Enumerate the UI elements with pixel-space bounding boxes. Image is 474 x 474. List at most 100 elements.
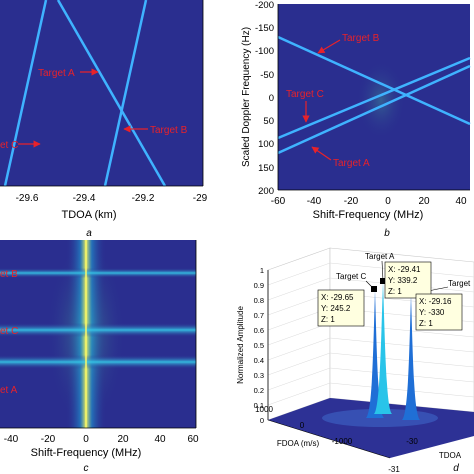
panel-b-y-label: Scaled Doppler Frequency (Hz) [241, 27, 252, 167]
panel-d-datatip-target-b: X: -29.16 Y: -330 Z: 1 [415, 293, 463, 331]
panel-a-tick-label: -29 [193, 193, 208, 204]
panel-c-x-tick-label: 60 [187, 434, 199, 445]
panel-b-label-target-a: Target A [333, 158, 370, 169]
panel-a-tick-label: -29.4 [73, 193, 96, 204]
panel-d-datatip-line: X: -29.16 [419, 297, 452, 306]
panel-b-center-glow [356, 60, 406, 140]
panel-b-line-target-b [277, 35, 471, 126]
panel-d-z-tick-label: 0.9 [254, 281, 264, 290]
panel-d-datatip-line: Z: 1 [419, 319, 433, 328]
panel-b-y-ticks: -200 -150 -100 -50 0 50 100 150 200 [255, 0, 274, 197]
panel-c-row-target-b [0, 268, 196, 278]
panel-d-leader-target-a [381, 260, 384, 282]
panel-b-x-ticks: -60 -40 -20 0 20 40 [271, 196, 467, 207]
panel-c-x-tick-label: -20 [41, 434, 56, 445]
panel-c-x-tick-label: 20 [117, 434, 129, 445]
panel-b-caption: b [384, 228, 390, 239]
panel-b: Target B Target C Target A -200 -150 -10… [241, 0, 471, 239]
panel-d-datatip-line: Y: 245.2 [321, 304, 351, 313]
panel-d-caption: d [453, 463, 459, 474]
panel-c-row-target-a [0, 355, 196, 369]
panel-d-datatip-line: Z: 1 [388, 287, 402, 296]
panel-a-x-label: TDOA (km) [62, 209, 117, 221]
panel-d-datatip-line: Y: 339.2 [388, 276, 418, 285]
panel-d-fdoa-tick-label: -1000 [332, 437, 353, 446]
panel-d-z-ticks: 1 0.9 0.8 0.7 0.6 0.5 0.4 0.3 0.2 0.1 0 [254, 266, 264, 425]
panel-d-tdoa-tick-label: -30 [406, 437, 418, 446]
panel-b-x-tick-label: 20 [418, 196, 430, 207]
panel-d-datatip-line: X: -29.41 [388, 265, 421, 274]
panel-a-label-target-b: Target B [150, 125, 188, 136]
panel-c: et B et C et A -40 -20 0 20 40 60 Shift-… [0, 240, 199, 474]
panel-b-arrow-target-a [311, 146, 332, 161]
panel-b-label-target-b: Target B [342, 33, 380, 44]
panel-a-caption: a [86, 228, 92, 239]
panel-d-label-target-b: Target [448, 279, 471, 288]
panel-b-arrow-target-b [317, 39, 341, 54]
panel-a-label-target-c: et C [0, 140, 18, 151]
panel-b-x-tick-label: 40 [455, 196, 467, 207]
panel-d-marker-target-a [380, 278, 386, 284]
panel-d-z-tick-label: 0.5 [254, 341, 264, 350]
panel-d-z-tick-label: 0 [260, 416, 264, 425]
panel-d-z-tick-label: 0.7 [254, 311, 264, 320]
panel-d-datatip-target-c: X: -29.65 Y: 245.2 Z: 1 [317, 289, 365, 327]
panel-d-fdoa-label: FDOA (m/s) [277, 439, 320, 448]
panel-d-fdoa-tick-label: 0 [300, 421, 305, 430]
panel-d-fdoa-tick-label: 1000 [255, 405, 273, 414]
panel-d-datatip-target-a: X: -29.41 Y: 339.2 Z: 1 [384, 261, 432, 299]
panel-b-label-target-c: Target C [286, 89, 324, 100]
panel-d-label-target-c: Target C [336, 272, 366, 281]
panel-b-line-target-a [277, 64, 471, 155]
panel-c-x-tick-label: 40 [154, 434, 166, 445]
panel-d: 1 0.9 0.8 0.7 0.6 0.5 0.4 0.3 0.2 0.1 0 … [236, 247, 474, 474]
panel-d-datatip-line: Y: -330 [419, 308, 445, 317]
panel-d-tdoa-ticks: -30 -31 [388, 437, 418, 474]
panel-d-peak-target-a [374, 282, 392, 414]
panel-c-label-target-b: et B [0, 269, 18, 280]
panel-a-tick-label: -29.6 [16, 193, 39, 204]
panel-d-peak-target-c [366, 290, 384, 418]
panel-d-tdoa-label: TDOA [439, 451, 462, 460]
panel-d-z-label: Normalized Amplitude [236, 306, 245, 384]
panel-c-x-tick-label: 0 [83, 434, 89, 445]
panel-d-datatip-line: Z: 1 [321, 315, 335, 324]
panel-d-tdoa-tick-label: -31 [388, 465, 400, 474]
panel-d-fdoa-axis [267, 419, 391, 459]
panel-c-label-target-a: et A [0, 385, 18, 396]
panel-b-x-tick-label: -20 [344, 196, 359, 207]
panel-a-plot-area [0, 0, 203, 186]
panel-d-z-tick-label: 0.8 [254, 296, 264, 305]
panel-d-fdoa-ticks: 1000 0 -1000 [255, 405, 353, 446]
panel-b-x-label: Shift-Frequency (MHz) [313, 209, 424, 221]
panel-a-tick-label: -29.2 [132, 193, 155, 204]
panel-a: Target A Target B et C -29.6 -29.4 -29.2… [0, 0, 208, 239]
panel-d-datatip-line: X: -29.65 [321, 293, 354, 302]
panel-d-z-tick-label: 0.1 [254, 401, 264, 410]
panel-a-label-target-a: Target A [38, 68, 75, 79]
panel-c-caption: c [84, 463, 89, 474]
panel-b-y-tick-label: 50 [263, 116, 274, 127]
panel-b-y-tick-label: -200 [255, 0, 274, 11]
panel-d-z-tick-label: 0.3 [254, 371, 264, 380]
panel-c-label-target-c: et C [0, 326, 18, 337]
panel-b-x-tick-label: -40 [307, 196, 322, 207]
panel-d-peak-target-b [402, 295, 420, 420]
panel-c-x-label: Shift-Frequency (MHz) [31, 447, 142, 459]
panel-b-y-tick-label: 100 [258, 139, 274, 150]
panel-d-z-tick-label: 0.2 [254, 386, 264, 395]
panel-d-label-target-a: Target A [365, 252, 395, 261]
panel-a-line-target-c [3, 0, 48, 187]
panel-b-y-tick-label: -100 [255, 46, 274, 57]
panel-d-z-tick-label: 1 [260, 266, 264, 275]
panel-a-line-target-a [56, 0, 167, 187]
panel-c-x-tick-label: -40 [4, 434, 19, 445]
panel-b-y-tick-label: 150 [258, 163, 274, 174]
panel-b-x-tick-label: -60 [271, 196, 286, 207]
panel-d-marker-target-c [371, 286, 377, 292]
panel-b-y-tick-label: 200 [258, 186, 274, 197]
panel-b-y-tick-label: -150 [255, 23, 274, 34]
panel-d-z-tick-label: 0.6 [254, 326, 264, 335]
panel-b-y-tick-label: 0 [269, 93, 274, 104]
